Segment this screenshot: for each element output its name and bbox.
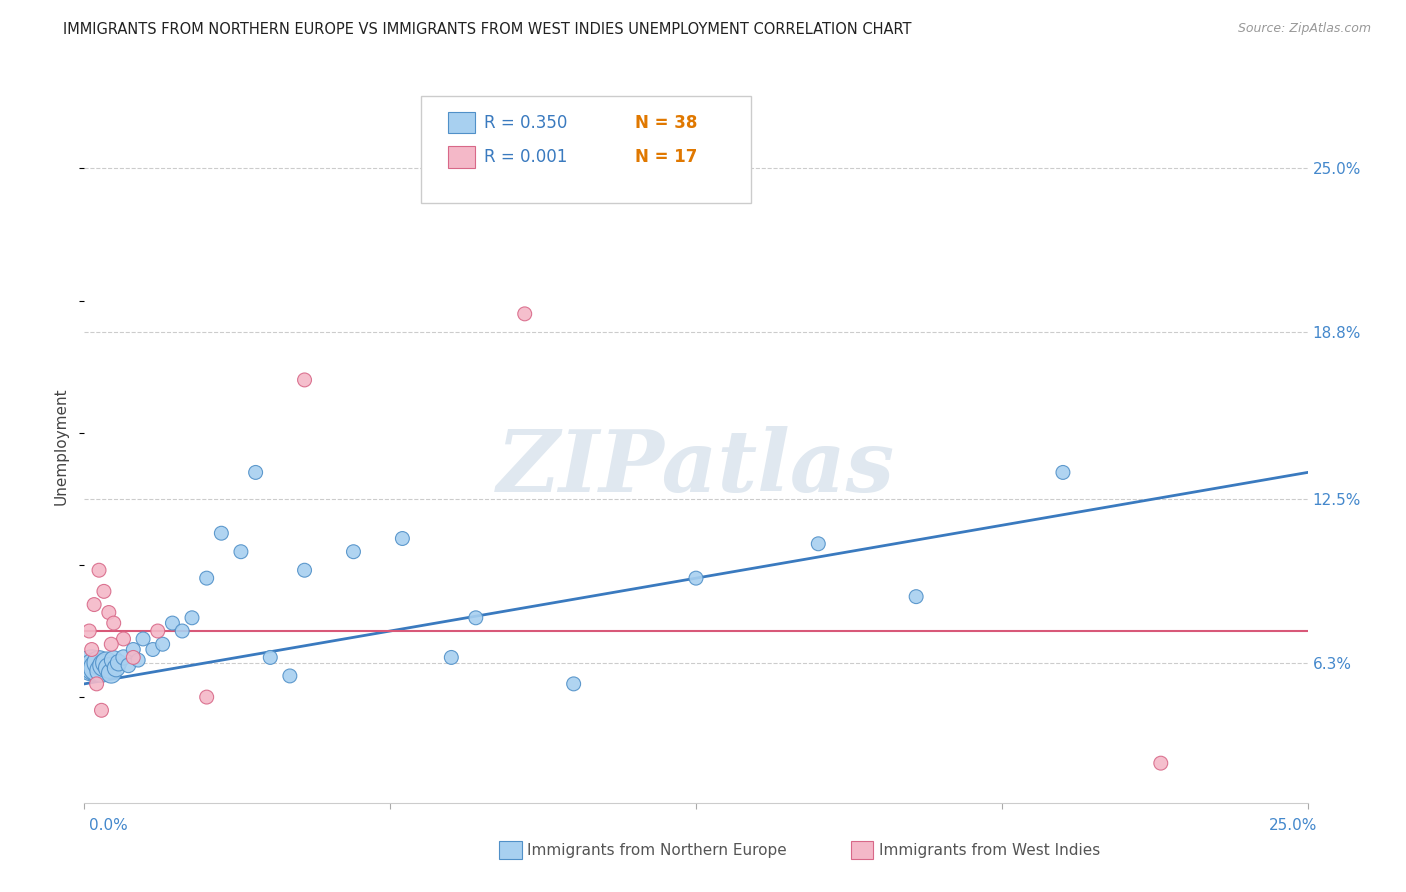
- Point: [245, 466, 267, 480]
- Point: [103, 653, 125, 667]
- Text: Source: ZipAtlas.com: Source: ZipAtlas.com: [1237, 22, 1371, 36]
- FancyBboxPatch shape: [447, 112, 475, 134]
- Point: [562, 677, 585, 691]
- Point: [97, 606, 120, 620]
- Point: [440, 650, 463, 665]
- Point: [342, 545, 364, 559]
- Point: [513, 307, 536, 321]
- Text: Immigrants from West Indies: Immigrants from West Indies: [879, 843, 1099, 857]
- Point: [107, 656, 129, 670]
- Point: [80, 642, 103, 657]
- Point: [87, 656, 110, 670]
- Text: N = 38: N = 38: [636, 114, 697, 132]
- Text: 0.0%: 0.0%: [89, 818, 128, 832]
- Point: [1150, 756, 1173, 771]
- Point: [181, 611, 204, 625]
- Point: [122, 642, 145, 657]
- Point: [146, 624, 169, 638]
- Point: [93, 658, 115, 673]
- FancyBboxPatch shape: [447, 146, 475, 168]
- Point: [100, 637, 122, 651]
- Text: R = 0.350: R = 0.350: [484, 114, 568, 132]
- Point: [294, 563, 316, 577]
- Point: [90, 703, 112, 717]
- Point: [1052, 466, 1074, 480]
- Point: [117, 658, 139, 673]
- Point: [294, 373, 316, 387]
- Point: [152, 637, 174, 651]
- Point: [195, 571, 218, 585]
- Point: [83, 598, 105, 612]
- Point: [112, 650, 135, 665]
- Text: 25.0%: 25.0%: [1270, 818, 1317, 832]
- Point: [172, 624, 194, 638]
- Point: [464, 611, 486, 625]
- Point: [209, 526, 232, 541]
- Point: [391, 532, 413, 546]
- Text: N = 17: N = 17: [636, 148, 697, 166]
- Text: IMMIGRANTS FROM NORTHERN EUROPE VS IMMIGRANTS FROM WEST INDIES UNEMPLOYMENT CORR: IMMIGRANTS FROM NORTHERN EUROPE VS IMMIG…: [63, 22, 911, 37]
- Point: [90, 664, 112, 678]
- Point: [83, 659, 105, 673]
- Point: [93, 584, 115, 599]
- Point: [278, 669, 301, 683]
- Point: [905, 590, 928, 604]
- Point: [229, 545, 252, 559]
- Point: [195, 690, 218, 704]
- Point: [96, 656, 118, 670]
- Point: [100, 666, 122, 681]
- Point: [77, 624, 100, 638]
- Point: [122, 650, 145, 665]
- Point: [86, 677, 108, 691]
- Y-axis label: Unemployment: Unemployment: [53, 387, 69, 505]
- Point: [807, 537, 830, 551]
- Text: ZIPatlas: ZIPatlas: [496, 425, 896, 509]
- Point: [87, 563, 110, 577]
- Point: [103, 616, 125, 631]
- Point: [127, 653, 149, 667]
- Point: [97, 661, 120, 675]
- Point: [132, 632, 155, 646]
- Point: [105, 661, 128, 675]
- FancyBboxPatch shape: [420, 96, 751, 203]
- Point: [259, 650, 281, 665]
- Point: [80, 658, 103, 673]
- Point: [162, 616, 184, 631]
- Text: Immigrants from Northern Europe: Immigrants from Northern Europe: [527, 843, 787, 857]
- Point: [142, 642, 165, 657]
- Text: R = 0.001: R = 0.001: [484, 148, 568, 166]
- Point: [86, 661, 108, 675]
- Point: [685, 571, 707, 585]
- Point: [112, 632, 135, 646]
